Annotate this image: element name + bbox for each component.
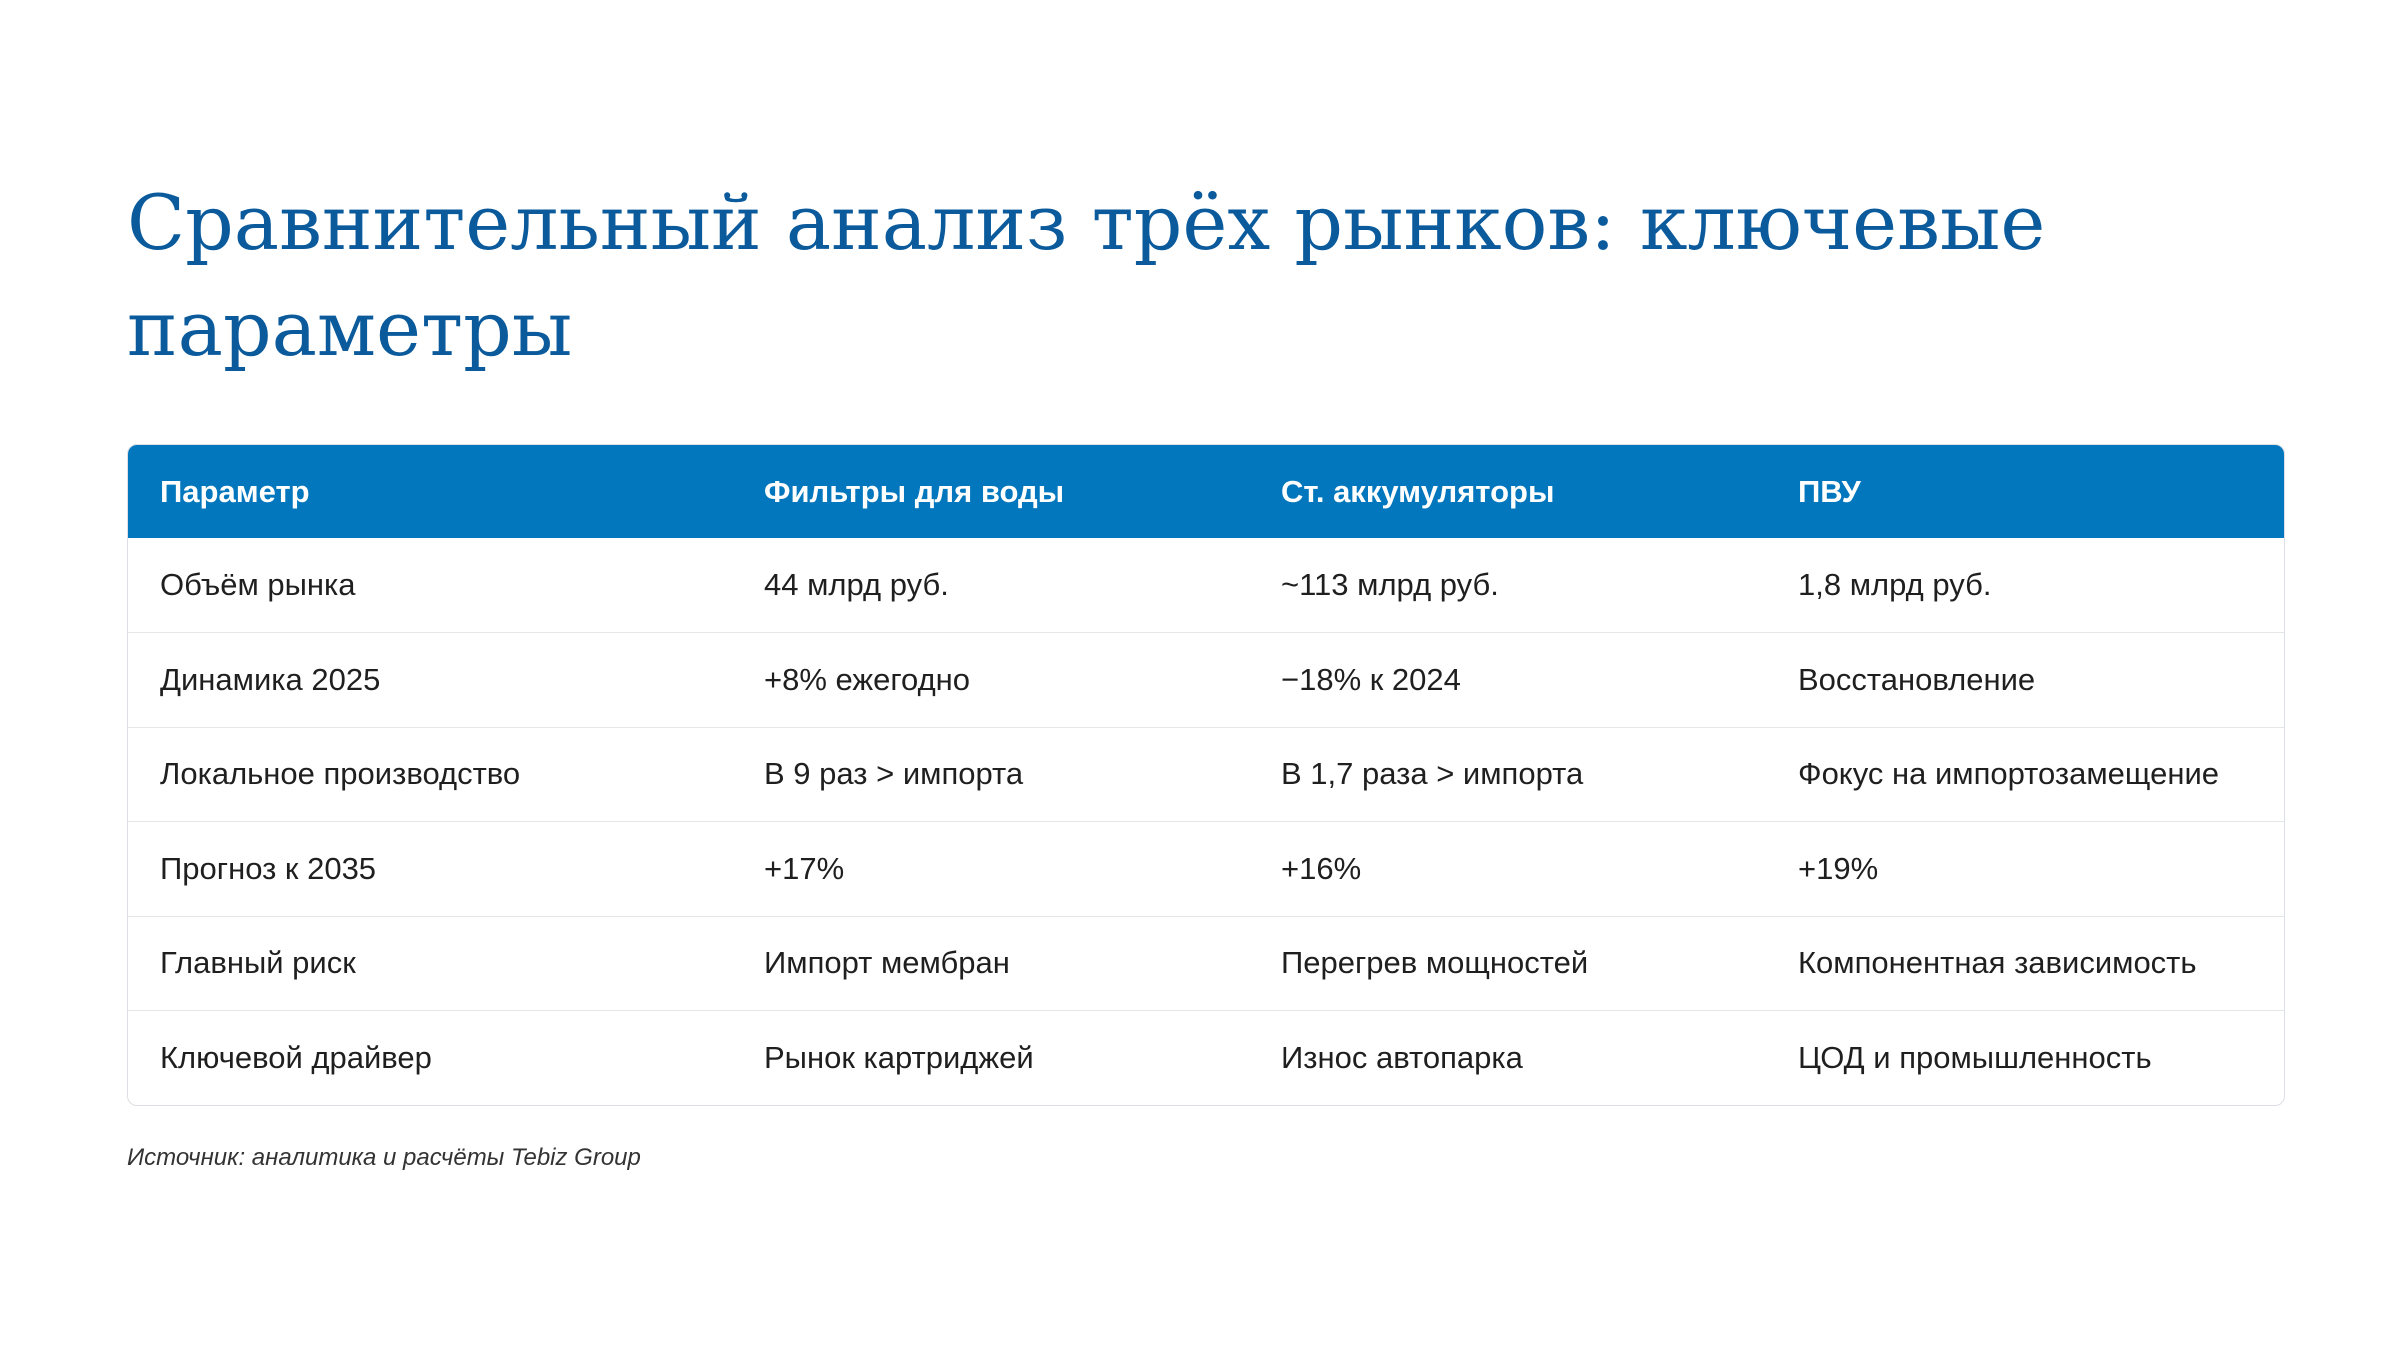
table-cell: Динамика 2025 [160,661,381,697]
table-cell: ЦОД и промышленность [1798,1040,2152,1075]
table-cell: ~113 млрд руб. [1281,567,1499,602]
source-note: Источник: аналитика и расчёты Tebiz Grou… [127,1144,641,1171]
comparison-table: Параметр Фильтры для воды Ст. аккумулято… [128,445,2284,1105]
table-header: Параметр Фильтры для воды Ст. аккумулято… [128,445,2284,538]
table-cell: Перегрев мощностей [1281,945,1589,981]
table-cell: Импорт мембран [764,945,1010,981]
table-row: Объём рынка 44 млрд руб. ~113 млрд руб. … [128,538,2284,633]
table-cell: −18% к 2024 [1281,661,1461,697]
table-cell: В 9 раз > импорта [764,756,1024,792]
table-cell: +8% ежегодно [764,661,971,697]
table-cell: Главный риск [160,945,356,981]
table-cell: Объём рынка [160,567,356,602]
table-cell: +17% [764,850,845,886]
table-cell: В 1,7 раза > импорта [1281,756,1584,792]
table-cell: Прогноз к 2035 [160,850,377,886]
table-row: Прогноз к 2035 +17% +16% +19% [128,821,2284,917]
table-row: Ключевой драйвер Рынок картриджей Износ … [128,1010,2284,1106]
table-row: Динамика 2025 +8% ежегодно −18% к 2024 В… [128,632,2284,728]
header-cell-pvu: ПВУ [1798,473,1861,509]
table-cell: Фокус на импортозамещение [1798,756,2219,792]
table-cell: Рынок картриджей [764,1040,1034,1075]
table-row: Локальное производство В 9 раз > импорта… [128,727,2284,822]
table-cell: 44 млрд руб. [764,567,949,602]
table-header-row: Параметр Фильтры для воды Ст. аккумулято… [128,445,2284,538]
table-cell: Локальное производство [160,756,521,792]
comparison-table-card: Параметр Фильтры для воды Ст. аккумулято… [127,444,2285,1106]
header-cell-water-filters: Фильтры для воды [764,473,1065,509]
page-title: Сравнительный анализ трёх рынков: ключев… [127,178,2046,373]
table-cell: +19% [1798,850,1879,886]
header-cell-batteries: Ст. аккумуляторы [1281,473,1555,509]
table-cell: +16% [1281,850,1362,886]
table-cell: Ключевой драйвер [160,1040,432,1075]
table-body: Объём рынка 44 млрд руб. ~113 млрд руб. … [128,538,2284,1105]
table-row: Главный риск Импорт мембран Перегрев мощ… [128,916,2284,1011]
header-cell-parameter: Параметр [160,473,310,509]
table-cell: Компонентная зависимость [1798,945,2197,981]
table-cell: Износ автопарка [1281,1040,1523,1075]
table-cell: 1,8 млрд руб. [1798,567,1992,602]
table-cell: Восстановление [1798,661,2036,697]
